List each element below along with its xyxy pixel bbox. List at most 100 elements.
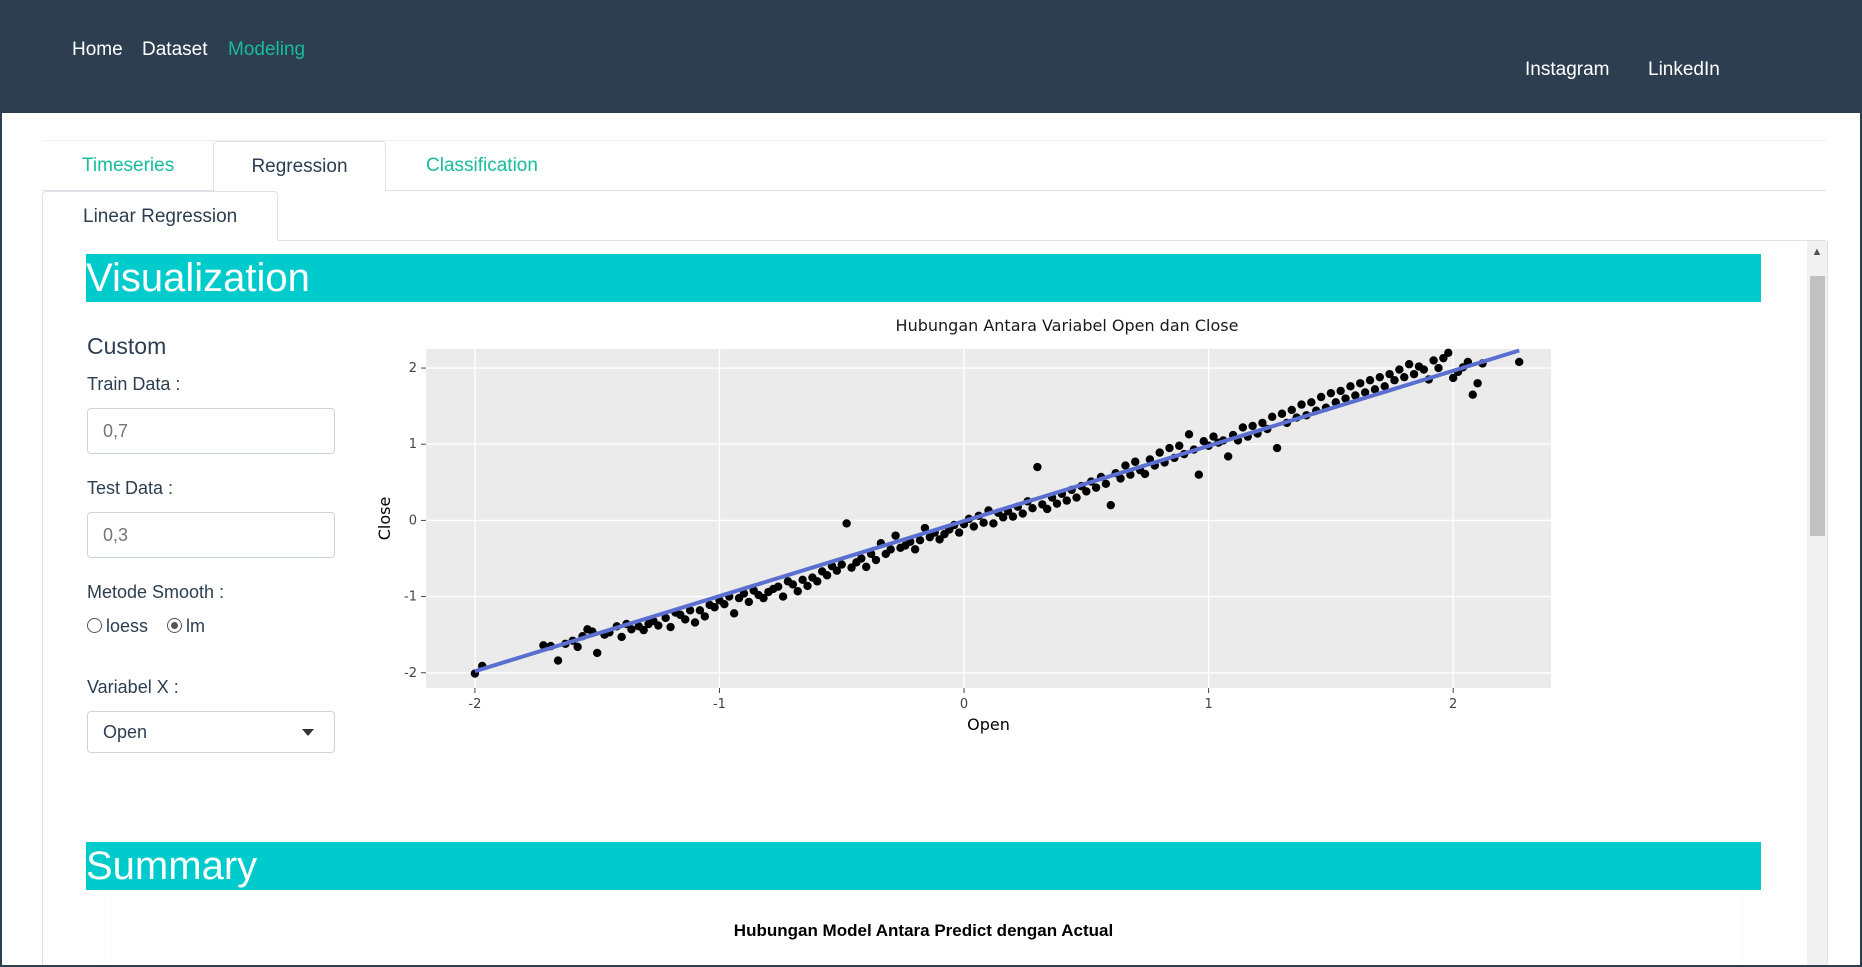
data-point <box>1307 398 1316 407</box>
data-point <box>1468 390 1477 399</box>
data-point <box>1131 457 1140 466</box>
data-point <box>822 571 832 580</box>
data-point <box>1356 379 1365 388</box>
nav-linkedin-link[interactable]: LinkedIn <box>1648 59 1720 80</box>
scrollbar-thumb[interactable] <box>1810 276 1825 536</box>
x-tick-label: -1 <box>713 697 726 712</box>
tab-timeseries[interactable]: Timeseries <box>82 155 175 176</box>
train-data-input[interactable] <box>87 408 335 454</box>
custom-title: Custom <box>87 333 167 359</box>
data-point <box>1121 461 1130 470</box>
data-point <box>1248 421 1257 431</box>
data-point <box>1395 365 1404 374</box>
data-point <box>1258 418 1267 428</box>
data-point <box>661 613 670 623</box>
data-point <box>1052 499 1062 508</box>
plot-panel <box>426 349 1551 688</box>
data-point <box>1336 386 1345 396</box>
data-point <box>886 545 895 554</box>
data-point <box>1370 385 1380 394</box>
data-point <box>690 618 700 627</box>
data-point <box>553 656 563 665</box>
data-point <box>1277 409 1287 418</box>
data-point <box>989 519 998 528</box>
y-tick-label: -2 <box>404 666 417 681</box>
data-point <box>1008 512 1018 521</box>
data-point <box>1351 391 1360 400</box>
data-point <box>803 581 812 591</box>
scatter-plot: Hubungan Antara Variabel Open dan Close -… <box>373 312 1762 812</box>
summary-plot: Hubungan Model Antara Predict dengan Act… <box>105 895 1742 965</box>
radio-loess-label: loess <box>106 616 149 636</box>
radio-loess[interactable] <box>87 618 102 633</box>
data-point <box>1365 376 1375 385</box>
data-point <box>539 641 548 650</box>
data-point <box>1404 360 1414 369</box>
data-point <box>1082 487 1091 496</box>
nav-home-link[interactable]: Home <box>72 39 123 60</box>
data-point <box>739 589 749 598</box>
chart-title: Hubungan Antara Variabel Open dan Close <box>896 316 1239 335</box>
data-point <box>1380 382 1389 391</box>
vertical-scrollbar[interactable]: ▲ <box>1807 241 1827 965</box>
data-point <box>666 622 675 632</box>
data-point <box>1091 483 1101 492</box>
data-point <box>1175 441 1184 450</box>
radio-lm[interactable] <box>167 618 183 633</box>
data-point <box>871 555 881 565</box>
data-point <box>1033 462 1042 472</box>
radio-lm-label: lm <box>186 616 206 636</box>
radio-option-lm[interactable]: lm <box>167 616 205 637</box>
modeling-tabs: Timeseries Regression Classification <box>42 140 1826 192</box>
scroll-up-arrow-icon[interactable]: ▲ <box>1811 246 1823 258</box>
data-point <box>695 606 705 615</box>
variable-x-select[interactable]: Open <box>87 711 335 753</box>
data-point <box>1238 423 1248 432</box>
data-point <box>954 528 964 537</box>
x-axis-label: Open <box>967 715 1010 734</box>
top-navbar: Home Dataset Modeling Instagram LinkedIn <box>2 2 1860 113</box>
tab-classification[interactable]: Classification <box>426 155 538 176</box>
data-point <box>798 575 807 585</box>
nav-instagram-link[interactable]: Instagram <box>1525 59 1610 80</box>
subtab-linear-regression[interactable]: Linear Regression <box>42 191 279 242</box>
data-point <box>1419 365 1429 374</box>
scatter-plot-svg: Hubungan Antara Variabel Open dan Close -… <box>375 316 1551 734</box>
data-point <box>837 560 846 569</box>
nav-dataset-link[interactable]: Dataset <box>142 39 208 60</box>
x-tick-label: 2 <box>1449 697 1457 712</box>
data-point <box>1140 469 1150 479</box>
data-point <box>1360 388 1370 397</box>
data-point <box>998 513 1008 522</box>
radio-option-loess[interactable]: loess <box>87 616 148 637</box>
data-point <box>832 566 842 575</box>
test-data-input[interactable] <box>87 512 335 558</box>
data-point <box>1155 448 1164 457</box>
data-point <box>1375 372 1385 382</box>
data-point <box>1272 443 1282 453</box>
tab-regression[interactable]: Regression <box>213 141 386 192</box>
data-point <box>720 600 729 609</box>
data-point <box>862 562 871 572</box>
variable-x-label: Variabel X : <box>87 677 179 697</box>
data-point <box>685 606 695 615</box>
summary-plot-title: Hubungan Model Antara Predict dengan Act… <box>733 921 1114 940</box>
data-point <box>920 523 930 533</box>
y-tick-label: -1 <box>404 590 417 605</box>
data-point <box>1018 509 1027 518</box>
data-point <box>1515 357 1524 367</box>
data-point <box>1390 376 1399 385</box>
data-point <box>1439 353 1448 363</box>
caret-down-icon <box>302 729 314 736</box>
data-point <box>1042 504 1052 514</box>
data-point <box>1194 470 1204 479</box>
data-point <box>935 535 944 544</box>
data-point <box>1267 412 1277 421</box>
data-point <box>793 587 802 596</box>
data-point <box>1072 493 1081 502</box>
data-point <box>700 612 710 621</box>
data-point <box>1101 479 1111 489</box>
data-point <box>969 522 979 531</box>
nav-modeling-link[interactable]: Modeling <box>228 39 306 60</box>
